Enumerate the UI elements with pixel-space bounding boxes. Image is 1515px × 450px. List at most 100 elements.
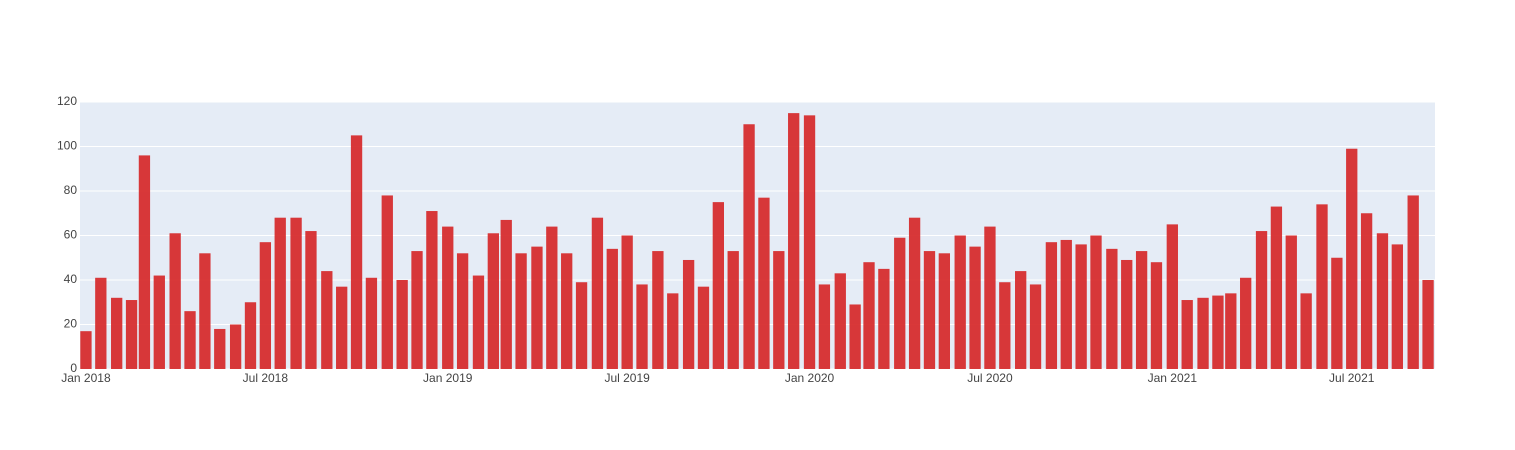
bar [1212, 295, 1224, 369]
bar [1300, 293, 1312, 369]
bar [1376, 233, 1389, 369]
bar [1240, 277, 1252, 369]
bar [758, 197, 770, 369]
bar [727, 251, 739, 369]
bar [305, 231, 317, 369]
bar [169, 233, 181, 369]
bar [1225, 293, 1237, 369]
bar [908, 217, 921, 369]
y-tick-label: 40 [64, 272, 78, 286]
bar [1015, 271, 1027, 369]
bar [1331, 257, 1343, 369]
bar [788, 113, 800, 369]
bar [1360, 213, 1373, 369]
bar [184, 311, 196, 369]
bar [125, 300, 138, 369]
bar [606, 248, 618, 369]
x-tick-label: Jul 2018 [243, 371, 289, 385]
x-tick-label: Jul 2021 [1329, 371, 1375, 385]
bar [1135, 251, 1148, 369]
bar [426, 211, 438, 369]
y-tick-label: 0 [70, 361, 77, 375]
bar [456, 253, 469, 369]
bar [849, 304, 861, 369]
bar [321, 271, 333, 369]
bar [621, 235, 633, 369]
bar [350, 135, 363, 369]
bar [244, 302, 257, 369]
bar [1060, 239, 1072, 369]
bar [274, 217, 286, 369]
bar [1045, 242, 1058, 369]
bar [1346, 148, 1358, 369]
bar [1166, 224, 1178, 369]
y-tick-label: 100 [57, 139, 77, 153]
bar [396, 280, 408, 369]
bar [667, 293, 679, 369]
bar [1270, 206, 1283, 369]
bar [818, 284, 831, 369]
bar [214, 328, 226, 369]
bar [561, 253, 573, 369]
bar [487, 233, 499, 369]
bar [1285, 235, 1297, 369]
bar [743, 124, 755, 369]
bar [591, 217, 604, 369]
bar [229, 324, 242, 369]
bar [575, 282, 588, 369]
bar [712, 202, 725, 369]
bar [1150, 262, 1163, 369]
bar [1422, 280, 1434, 369]
bar [682, 259, 695, 369]
bar [1255, 231, 1268, 369]
bar [969, 246, 981, 369]
bar [999, 282, 1011, 369]
y-tick-label: 60 [64, 228, 78, 242]
bar [652, 251, 664, 369]
bar [1391, 244, 1403, 369]
bar [138, 155, 151, 369]
bar [259, 242, 272, 369]
bar [515, 253, 527, 369]
bar [636, 284, 648, 369]
x-tick-label: Jan 2018 [61, 371, 111, 385]
bar [290, 217, 302, 369]
bar [923, 251, 936, 369]
bar [95, 277, 107, 369]
x-tick-label: Jul 2020 [967, 371, 1013, 385]
bar [365, 277, 378, 369]
bar [336, 286, 348, 369]
bar [803, 115, 816, 369]
bar [111, 297, 123, 369]
bar [1029, 284, 1042, 369]
bar [1075, 244, 1087, 369]
bar [938, 253, 951, 369]
y-tick-label: 120 [57, 94, 77, 108]
bar [984, 226, 996, 369]
x-tick-label: Jan 2019 [423, 371, 473, 385]
bar [546, 226, 558, 369]
bar [153, 275, 165, 369]
y-tick-label: 20 [64, 317, 78, 331]
bar [834, 273, 846, 369]
bar [1181, 300, 1193, 369]
bar [381, 195, 393, 369]
bar [1090, 235, 1102, 369]
bar [500, 219, 512, 369]
bar [1106, 248, 1118, 369]
bar [442, 226, 454, 369]
bar [1197, 297, 1209, 369]
bar [531, 246, 543, 369]
x-tick-label: Jan 2021 [1148, 371, 1198, 385]
bar [773, 251, 785, 369]
y-tick-label: 80 [64, 183, 78, 197]
x-tick-label: Jan 2020 [785, 371, 835, 385]
bar [1121, 259, 1133, 369]
bar [863, 262, 875, 369]
bar [199, 253, 211, 369]
bar [411, 251, 423, 369]
bar [472, 275, 485, 369]
x-tick-label: Jul 2019 [604, 371, 650, 385]
bar [894, 237, 906, 369]
